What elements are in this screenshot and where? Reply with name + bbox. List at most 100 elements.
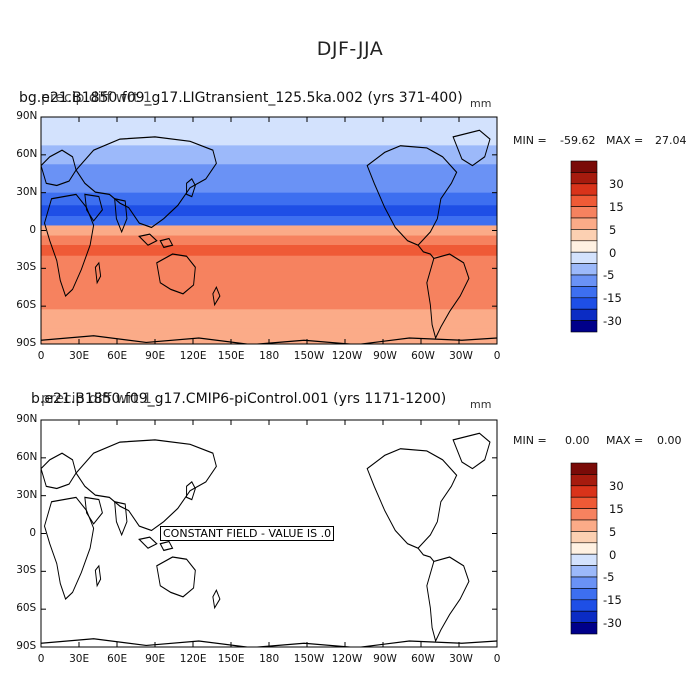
- top-min-value: -59.62: [560, 134, 596, 147]
- x-tick-label: 0: [493, 653, 501, 665]
- top-panel-units: mm: [470, 97, 492, 110]
- x-tick-label: 180: [259, 653, 280, 665]
- field-band: [41, 290, 497, 310]
- colorbar-tick-label: 0: [609, 547, 617, 562]
- bottom-panel-subtitle: precip diff wrt 1: [41, 391, 152, 407]
- colorbar-swatch: [570, 474, 598, 487]
- colorbar-tick-label: 5: [609, 222, 617, 237]
- x-tick-label: 150E: [217, 653, 245, 665]
- colorbar-swatch: [570, 217, 598, 230]
- colorbar-swatch: [570, 542, 598, 555]
- bottom-min-value: 0.00: [565, 434, 590, 447]
- y-tick-label: 30N: [16, 488, 38, 501]
- y-tick-label: 30S: [16, 261, 37, 274]
- x-tick-label: 30E: [69, 350, 90, 362]
- colorbar-swatch: [570, 622, 598, 635]
- colorbar-swatch: [570, 206, 598, 219]
- bottom-max-label: MAX =: [606, 434, 644, 447]
- colorbar-swatch: [570, 240, 598, 253]
- top-panel-field: [41, 117, 497, 344]
- colorbar-tick-label: 30: [609, 177, 624, 192]
- field-band: [41, 235, 497, 246]
- x-tick-label: 60W: [411, 653, 435, 665]
- colorbar-swatch: [570, 565, 598, 578]
- colorbar-swatch: [570, 588, 598, 601]
- colorbar-swatch: [570, 286, 598, 299]
- x-tick-label: 60E: [107, 653, 128, 665]
- field-band: [41, 255, 497, 272]
- x-tick-label: 30W: [449, 350, 473, 362]
- y-tick-label: 90N: [16, 413, 38, 425]
- colorbar-tick-label: 15: [609, 199, 624, 214]
- x-tick-label: 0: [37, 350, 45, 362]
- x-tick-label: 30E: [69, 653, 90, 665]
- colorbar-swatch: [570, 485, 598, 498]
- x-tick-label: 120W: [331, 653, 363, 665]
- colorbar-tick-label: 30: [609, 479, 624, 494]
- y-tick-label: 30N: [16, 185, 38, 198]
- field-band: [41, 309, 497, 329]
- colorbar-swatch: [570, 297, 598, 310]
- x-tick-label: 120W: [331, 350, 363, 362]
- colorbar-tick-label: -15: [603, 291, 622, 306]
- field-band: [41, 145, 497, 165]
- field-band: [41, 180, 497, 194]
- colorbar-tick-label: -30: [603, 615, 622, 630]
- colorbar-swatch: [570, 274, 598, 287]
- top-max-label: MAX =: [606, 134, 644, 147]
- colorbar-swatch: [570, 508, 598, 521]
- y-tick-label: 0: [29, 223, 37, 236]
- colorbar-tick-label: 5: [609, 524, 617, 539]
- colorbar-tick-label: -30: [603, 313, 622, 328]
- x-tick-label: 150E: [217, 350, 245, 362]
- field-band: [41, 164, 497, 181]
- x-tick-label: 90W: [373, 350, 397, 362]
- colorbar-swatch: [570, 519, 598, 532]
- y-tick-label: 60N: [16, 147, 38, 160]
- y-tick-label: 90S: [16, 337, 37, 349]
- colorbar-swatch: [570, 183, 598, 196]
- colorbar-swatch: [570, 160, 598, 173]
- colorbar-tick-label: -5: [603, 268, 615, 283]
- y-tick-label: 60N: [16, 450, 38, 463]
- colorbar-swatch: [570, 251, 598, 264]
- colorbar-swatch: [570, 610, 598, 623]
- x-tick-label: 90W: [373, 653, 397, 665]
- x-tick-label: 180: [259, 350, 280, 362]
- x-tick-label: 90E: [145, 350, 166, 362]
- colorbar-swatch: [570, 320, 598, 333]
- top-panel-title: bg.e21.B1850.f09_g17.LIGtransient_125.5k…: [19, 90, 463, 106]
- y-tick-label: 90S: [16, 640, 37, 652]
- bottom-min-label: MIN =: [513, 434, 547, 447]
- colorbar-swatch: [570, 599, 598, 612]
- figure-title: DJF-JJA: [316, 38, 384, 60]
- field-band: [41, 245, 497, 257]
- x-tick-label: 30W: [449, 653, 473, 665]
- x-tick-label: 150W: [293, 350, 325, 362]
- x-tick-label: 120E: [179, 350, 207, 362]
- x-tick-label: 60E: [107, 350, 128, 362]
- colorbar-swatch: [570, 462, 598, 475]
- colorbar-swatch: [570, 263, 598, 276]
- constant-field-note: CONSTANT FIELD - VALUE IS .0: [160, 526, 335, 541]
- y-tick-label: 60S: [16, 602, 37, 615]
- bottom-max-value: 0.00: [657, 434, 682, 447]
- field-band: [41, 215, 497, 226]
- colorbar-tick-label: 15: [609, 501, 624, 516]
- x-tick-label: 150W: [293, 653, 325, 665]
- y-tick-label: 60S: [16, 299, 37, 312]
- colorbar-swatch: [570, 194, 598, 207]
- colorbar-swatch: [570, 553, 598, 566]
- top-min-label: MIN =: [513, 134, 547, 147]
- x-tick-label: 60W: [411, 350, 435, 362]
- colorbar-swatch: [570, 496, 598, 509]
- y-tick-label: 90N: [16, 110, 38, 122]
- colorbar-swatch: [570, 531, 598, 544]
- x-tick-label: 90E: [145, 653, 166, 665]
- y-tick-label: 30S: [16, 564, 37, 577]
- y-tick-label: 0: [29, 526, 37, 539]
- bottom-panel-title: b.e21.B1850.f09_g17.CMIP6-piControl.001 …: [31, 391, 447, 407]
- colorbar-swatch: [570, 229, 598, 242]
- bottom-panel-units: mm: [470, 398, 492, 411]
- field-band: [41, 271, 497, 291]
